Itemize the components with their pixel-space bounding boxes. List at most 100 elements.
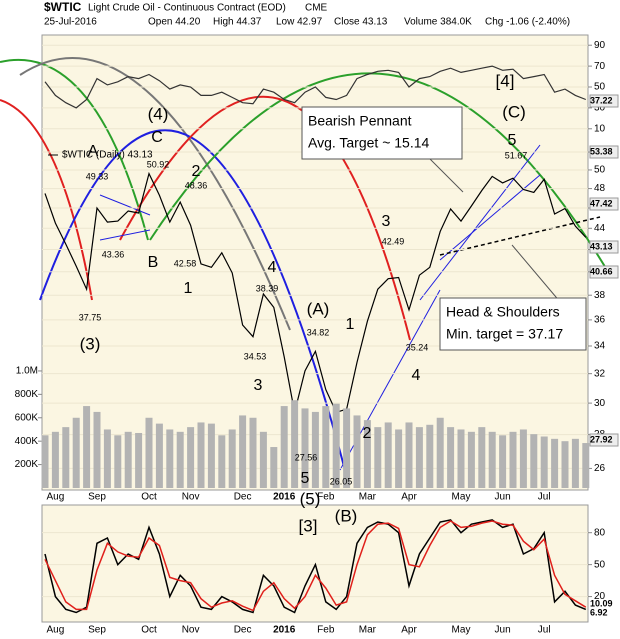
cycle-arc xyxy=(0,58,149,241)
callout-pointer xyxy=(429,158,464,193)
volume-bar xyxy=(499,435,507,488)
annotation: 4 xyxy=(268,259,277,276)
callout-box xyxy=(301,106,463,160)
annotation: 1 xyxy=(184,280,193,297)
x-tick-label: Feb xyxy=(317,492,335,503)
y-tick-label: 50 xyxy=(594,559,606,570)
y-tick-label: 800K xyxy=(15,389,39,400)
volume: Volume 384.0K xyxy=(404,17,472,28)
exchange: CME xyxy=(305,3,328,14)
x-tick-label: Nov xyxy=(182,492,200,503)
y-tick-label: 600K xyxy=(15,412,39,423)
y-tick-label: 80 xyxy=(594,527,606,538)
annotation: 47.42 xyxy=(590,198,613,208)
annotation: (5) xyxy=(300,489,321,508)
annotation: 34.82 xyxy=(307,327,330,337)
annotation: (B) xyxy=(335,506,358,525)
annotation: 2 xyxy=(192,163,201,180)
y-tick-label: 48 xyxy=(594,183,606,194)
y-tick-label: 70 xyxy=(594,61,606,72)
volume-bar xyxy=(41,435,49,488)
line-series xyxy=(44,171,587,414)
volume-bar xyxy=(62,427,70,488)
annotation: 43.36 xyxy=(102,249,125,259)
high: High 44.37 xyxy=(213,17,262,28)
volume-bar xyxy=(384,422,392,488)
callout-text: Bearish Pennant xyxy=(308,113,412,129)
y-tick-label: 34 xyxy=(594,341,606,352)
annotation: (C) xyxy=(502,102,526,121)
value-flag xyxy=(589,197,619,211)
annotation: 42.58 xyxy=(174,258,197,268)
annotation: (3) xyxy=(80,334,101,353)
annotation: 5 xyxy=(301,470,310,487)
volume-bar xyxy=(280,406,288,488)
change: Chg -1.06 (-2.40%) xyxy=(485,17,570,28)
annotation: 50.92 xyxy=(147,159,170,169)
callout-text: Avg. Target ~ 15.14 xyxy=(308,135,430,151)
y-tick-label: 1.0M xyxy=(16,366,38,377)
x-tick-label: Mar xyxy=(359,625,377,636)
x-tick-label: Jul xyxy=(538,492,551,503)
volume-bar xyxy=(488,431,496,488)
annotation: 3 xyxy=(382,213,391,230)
date: 25-Jul-2016 xyxy=(44,17,97,28)
oscillator-panel xyxy=(41,504,589,623)
annotation: (4) xyxy=(148,104,169,123)
volume-bar xyxy=(259,431,267,488)
volume-bar xyxy=(561,441,569,488)
x-tick-label: Apr xyxy=(401,492,417,503)
volume-bar xyxy=(415,427,423,488)
volume-bar xyxy=(374,427,382,488)
legend-entry: $WTIC (Daily) 43.13 xyxy=(62,150,153,161)
x-tick-label: Jul xyxy=(538,625,551,636)
volume-bar xyxy=(467,431,475,488)
cycle-arc xyxy=(119,95,411,341)
value-flag xyxy=(589,145,619,159)
volume-bar xyxy=(51,431,59,488)
symbol: $WTIC xyxy=(44,0,82,14)
y-tick-label: 38 xyxy=(594,290,606,301)
data-layer: 2628303234363840424446485052103050709020… xyxy=(15,40,619,636)
x-tick-label: May xyxy=(452,625,471,636)
volume-bar xyxy=(509,431,517,488)
cycle-arc xyxy=(39,129,346,471)
volume-bar xyxy=(103,429,111,488)
callout-box xyxy=(439,297,587,351)
y-tick-label: 10 xyxy=(594,123,606,134)
value-flag xyxy=(589,94,619,108)
value-flag xyxy=(589,433,619,447)
volume-bar xyxy=(124,431,132,488)
volume-bar xyxy=(540,436,548,488)
volume-bar xyxy=(93,411,101,488)
x-tick-label: 2016 xyxy=(273,492,296,503)
y-tick-label: 44 xyxy=(594,223,606,234)
annotation: 51.67 xyxy=(505,150,528,160)
volume-bar xyxy=(72,417,80,488)
cycle-arc xyxy=(19,57,291,331)
annotation: 43.13 xyxy=(590,241,613,251)
annotation: 37.22 xyxy=(590,95,613,105)
annotation: 42.49 xyxy=(382,236,405,246)
annotation: 2 xyxy=(363,425,372,442)
volume-bar xyxy=(114,435,122,488)
low: Low 42.97 xyxy=(276,17,323,28)
y-tick-label: 30 xyxy=(594,398,606,409)
volume-bar xyxy=(187,427,195,488)
volume-bar xyxy=(395,429,403,488)
volume-bar xyxy=(353,415,361,488)
cycle-arc xyxy=(0,99,93,301)
volume-bar xyxy=(551,438,559,488)
x-tick-label: Jun xyxy=(495,625,511,636)
x-tick-label: Dec xyxy=(234,625,252,636)
x-tick-label: May xyxy=(452,492,471,503)
volume-bar xyxy=(291,400,299,488)
volume-bar xyxy=(426,424,434,488)
volume-bar xyxy=(166,429,174,488)
callout-text: Min. target = 37.17 xyxy=(446,326,563,342)
close: Close 43.13 xyxy=(334,17,388,28)
volume-bar xyxy=(582,443,590,488)
annotation: B xyxy=(148,254,159,271)
value-flag xyxy=(589,265,619,279)
